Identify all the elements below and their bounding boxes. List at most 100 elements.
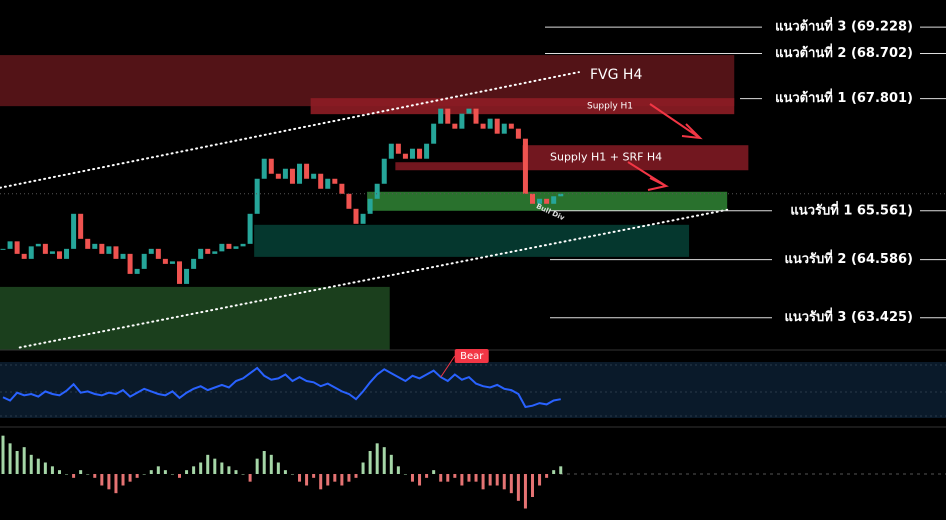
histogram-bar [538, 474, 542, 486]
histogram-bar [156, 466, 160, 474]
candle [558, 193, 564, 197]
candle [501, 123, 507, 134]
histogram-bar [149, 470, 153, 474]
candle [508, 123, 514, 129]
histogram-bar [432, 470, 436, 474]
histogram-bar [8, 443, 12, 474]
trendline [18, 208, 729, 349]
histogram-bar [72, 474, 76, 478]
candle [522, 138, 528, 194]
histogram-bar [276, 462, 280, 474]
histogram-bar [403, 474, 407, 475]
histogram-bar [142, 474, 146, 475]
candle [56, 251, 62, 259]
candle [177, 261, 182, 284]
histogram-bar [333, 474, 337, 482]
histogram-bar [319, 474, 323, 490]
candle [162, 258, 168, 264]
histogram-bar [227, 466, 231, 474]
candle [127, 253, 133, 274]
histogram-bar [446, 474, 450, 482]
histogram-bar [121, 474, 125, 486]
candle [402, 153, 408, 159]
zone-label: FVG H4 [590, 67, 642, 83]
histogram-bar [178, 474, 181, 478]
candle [297, 163, 303, 184]
histogram-bar [248, 474, 252, 482]
histogram-bar [523, 474, 527, 509]
histogram-bar [283, 470, 287, 474]
signal-badge [454, 349, 489, 363]
candle [304, 163, 310, 179]
candle [134, 268, 140, 274]
histogram-bar [389, 454, 393, 474]
candle [42, 243, 48, 254]
histogram-bar [453, 474, 457, 478]
histogram-bar [382, 447, 386, 474]
histogram-bar [425, 474, 429, 478]
candle [339, 183, 345, 194]
histogram-bar [460, 474, 464, 486]
candle [64, 248, 70, 259]
histogram-bar [269, 454, 273, 474]
histogram-bar [474, 474, 478, 482]
candle [388, 143, 394, 159]
candle [289, 168, 295, 184]
histogram-bar [1, 435, 5, 474]
candle [346, 193, 352, 209]
histogram-bar [220, 462, 224, 474]
histogram-bar [29, 454, 33, 474]
candle [494, 118, 500, 134]
level-label: แนวต้านที่ 2 (68.702) [775, 43, 913, 61]
histogram-bar [290, 474, 294, 475]
candle [14, 241, 20, 254]
oscillator-band [0, 362, 946, 418]
zones: FVG H4 Supply H1 Supply H1 + SRF H4 [0, 55, 749, 350]
candle [438, 108, 444, 124]
arrow [627, 161, 669, 191]
candle [212, 251, 218, 254]
histogram-bar [326, 474, 330, 486]
candle [0, 248, 6, 250]
candle [240, 243, 246, 247]
histogram-bar [531, 474, 534, 497]
histogram-bar [368, 451, 372, 474]
signal-label: Bear [460, 351, 484, 362]
candle [282, 168, 288, 179]
histogram-bar [298, 474, 302, 482]
candle [537, 198, 543, 204]
histogram-bar [135, 474, 139, 478]
zone-label: Supply H1 [587, 102, 633, 112]
histogram-bar [305, 474, 309, 486]
histogram-bar [93, 474, 97, 478]
candle [148, 248, 154, 254]
candle [409, 148, 415, 159]
candle [381, 158, 387, 184]
arrows [627, 103, 703, 191]
level-label: แนวรับที่ 3 (63.425) [784, 307, 913, 325]
candle [332, 178, 338, 184]
histogram-bar [467, 474, 471, 482]
histogram-bar [312, 474, 316, 478]
candle [360, 213, 366, 224]
histogram-bar [114, 474, 118, 494]
candle [544, 198, 550, 204]
candle [325, 178, 331, 189]
candle [431, 123, 437, 144]
candle [7, 241, 13, 249]
histogram-bar [22, 447, 26, 474]
candle [374, 183, 380, 199]
candle [515, 128, 521, 139]
candle [466, 108, 472, 114]
histogram-bar [86, 474, 90, 475]
histogram-bar [509, 474, 513, 494]
candle [226, 243, 232, 249]
candle [367, 198, 373, 214]
histogram-bar [410, 474, 414, 482]
candle [141, 253, 147, 269]
candle [169, 261, 175, 264]
histogram-bar [347, 474, 351, 482]
zone [310, 98, 735, 115]
candle [198, 248, 204, 259]
histogram-bar [439, 474, 443, 482]
